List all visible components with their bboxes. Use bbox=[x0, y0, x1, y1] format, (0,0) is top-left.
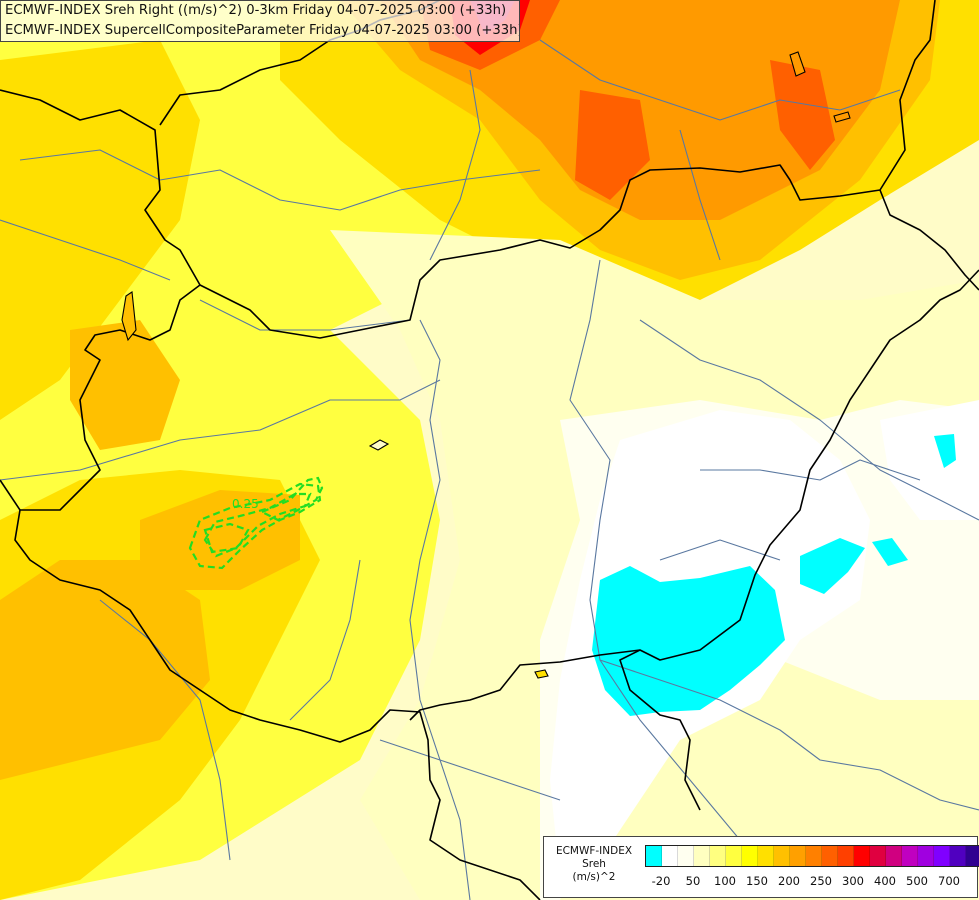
field-gold-core bbox=[140, 490, 300, 590]
title-line-1: ECMWF-INDEX Sreh Right ((m/s)^2) 0-3km F… bbox=[5, 3, 507, 18]
field-gold-west bbox=[0, 40, 200, 420]
lake-west bbox=[121, 291, 137, 342]
legend-swatch bbox=[950, 846, 966, 866]
legend-swatch bbox=[790, 846, 806, 866]
legend-swatch bbox=[854, 846, 870, 866]
legend-tick-label: 200 bbox=[778, 874, 800, 888]
legend-swatch bbox=[710, 846, 726, 866]
legend-ticks: -20 50 100 150 200 250 300 400 500 700 bbox=[645, 874, 975, 890]
field-cyan-east1 bbox=[800, 538, 865, 594]
field-cyan-east2 bbox=[872, 538, 908, 566]
legend-tick-label: -20 bbox=[651, 874, 671, 888]
field-white-ne bbox=[880, 400, 979, 520]
lake-balaton bbox=[368, 439, 390, 451]
lake-north-east-2 bbox=[833, 111, 851, 123]
color-legend: ECMWF-INDEX Sreh (m/s)^2 -20 50 100 150 200 2… bbox=[543, 836, 979, 898]
legend-tick-label: 150 bbox=[746, 874, 768, 888]
legend-swatch bbox=[918, 846, 934, 866]
scp-contour bbox=[188, 476, 324, 570]
field-redorange-north bbox=[420, 0, 835, 200]
legend-tick-label: 250 bbox=[810, 874, 832, 888]
legend-variable: Sreh bbox=[582, 858, 606, 870]
legend-tick-label: 300 bbox=[842, 874, 864, 888]
contour-label: 0.25 bbox=[232, 497, 259, 511]
legend-swatch bbox=[774, 846, 790, 866]
legend-swatch bbox=[806, 846, 822, 866]
legend-tick-label: 50 bbox=[685, 874, 701, 888]
legend-swatch bbox=[902, 846, 918, 866]
title-line-2: ECMWF-INDEX SupercellCompositeParameter … bbox=[5, 23, 520, 38]
field-orange-sw bbox=[0, 560, 210, 780]
lake-north-east bbox=[789, 51, 806, 77]
lake-small-east bbox=[534, 669, 549, 679]
legend-swatch bbox=[886, 846, 902, 866]
legend-swatch bbox=[678, 846, 694, 866]
legend-tick-label: 500 bbox=[906, 874, 928, 888]
legend-tick-label: 400 bbox=[874, 874, 896, 888]
legend-label: ECMWF-INDEX Sreh (m/s)^2 bbox=[544, 845, 644, 884]
field-cyan-ne bbox=[934, 434, 956, 468]
legend-swatch bbox=[758, 846, 774, 866]
legend-swatch bbox=[646, 846, 662, 866]
legend-swatch bbox=[742, 846, 758, 866]
rivers bbox=[0, 39, 979, 900]
legend-swatches bbox=[645, 845, 979, 867]
legend-swatch bbox=[870, 846, 886, 866]
legend-swatch bbox=[966, 846, 979, 866]
legend-swatch bbox=[822, 846, 838, 866]
legend-unit: (m/s)^2 bbox=[572, 871, 616, 883]
legend-source: ECMWF-INDEX bbox=[555, 845, 633, 857]
legend-swatch bbox=[838, 846, 854, 866]
field-cyan-main bbox=[592, 566, 785, 716]
legend-swatch bbox=[934, 846, 950, 866]
legend-swatch bbox=[662, 846, 678, 866]
legend-tick-label: 100 bbox=[714, 874, 736, 888]
legend-tick-label: 700 bbox=[938, 874, 960, 888]
legend-swatch bbox=[726, 846, 742, 866]
map-title-box: ECMWF-INDEX Sreh Right ((m/s)^2) 0-3km F… bbox=[0, 0, 520, 42]
legend-swatch bbox=[694, 846, 710, 866]
field-orange-w bbox=[70, 320, 180, 450]
